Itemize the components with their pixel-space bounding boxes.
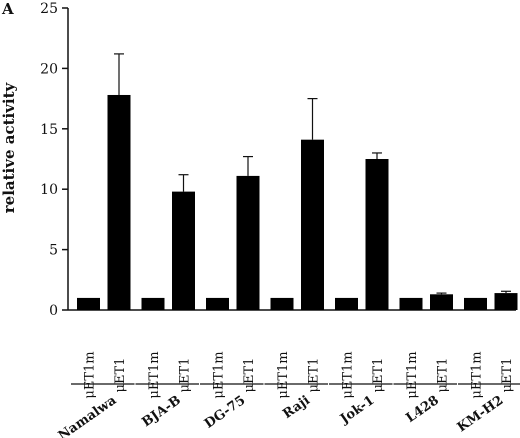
bar [270,297,294,310]
bar [141,297,165,310]
panel-label: A [2,0,14,18]
bar-label: μET1m [83,351,98,398]
bar-label: μET1m [212,351,227,398]
y-tick-label: 15 [40,122,58,138]
bar-label: μET1 [371,358,386,393]
y-tick-label: 0 [49,303,58,319]
bar-label: μET1m [147,351,162,398]
bar-label: μET1m [341,351,356,398]
bar [335,297,358,310]
bar [107,94,131,310]
bars [77,53,518,310]
bar-label: μET1 [113,358,128,393]
bar [365,159,389,310]
bar [464,297,487,310]
bar-label: μET1 [436,358,451,393]
bar-label: μET1m [405,351,420,398]
bar-label: μET1 [178,358,193,393]
y-tick-label: 25 [40,1,58,17]
bar-label: μET1 [500,358,515,393]
bar-label: μET1m [470,351,485,398]
bar [494,293,518,310]
bar-label: μET1m [276,351,291,398]
bar [77,297,100,310]
bar [206,297,229,310]
bar-label: μET1 [242,358,257,393]
bar [301,139,324,310]
bar [430,294,453,310]
y-tick-label: 20 [40,61,58,77]
bar-label: μET1 [307,358,322,393]
bar [399,297,423,310]
y-tick-label: 5 [49,243,58,259]
bar [172,191,195,310]
y-tick-label: 10 [40,182,58,198]
bar [236,175,260,310]
y-axis-label: relative activity [0,81,18,213]
